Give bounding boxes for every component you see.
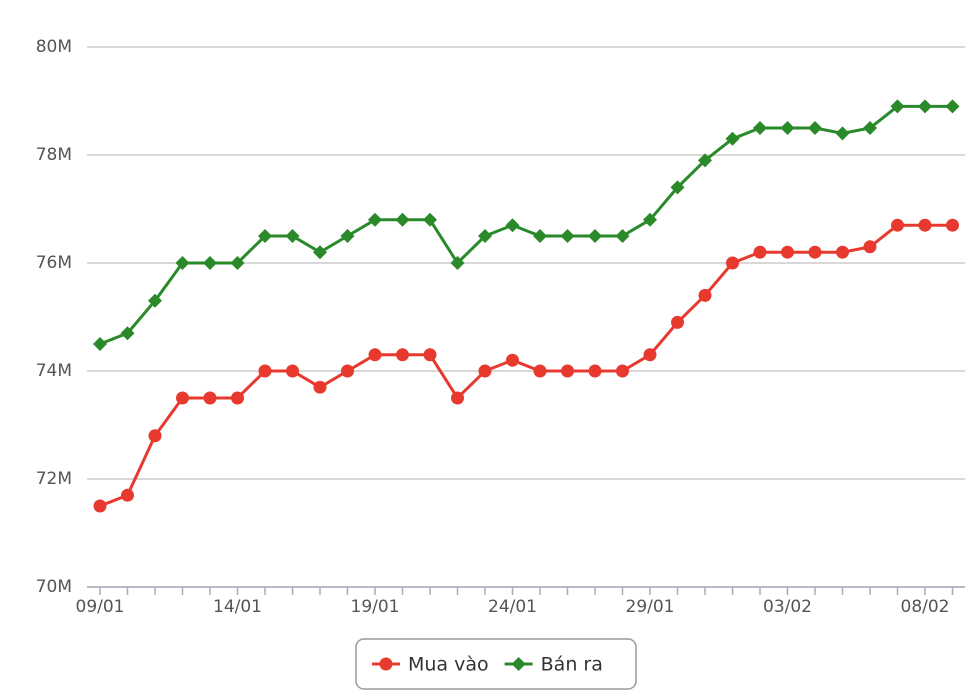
point — [341, 364, 354, 378]
point — [258, 229, 272, 243]
y-tick-label: 80M — [36, 37, 72, 57]
point — [588, 364, 602, 378]
point — [808, 121, 822, 135]
point — [918, 218, 932, 232]
point — [670, 180, 685, 195]
point — [121, 488, 134, 502]
legend-label: Mua vào — [408, 654, 489, 676]
point — [286, 364, 299, 378]
point — [93, 337, 107, 351]
point — [560, 229, 575, 243]
point — [396, 348, 409, 362]
point — [890, 99, 905, 114]
point — [423, 212, 437, 227]
x-tick-label: 09/01 — [76, 597, 125, 617]
point — [835, 126, 850, 141]
point — [451, 391, 464, 405]
point — [478, 229, 492, 243]
x-tick-label: 08/02 — [901, 597, 950, 617]
series-line — [99, 104, 953, 346]
point — [450, 256, 465, 270]
y-tick-label: 72M — [36, 469, 72, 489]
point — [93, 499, 107, 513]
point — [148, 429, 162, 443]
point — [368, 348, 382, 362]
point — [258, 364, 272, 378]
point — [753, 245, 767, 259]
point — [533, 364, 547, 378]
point — [780, 121, 795, 135]
point — [863, 121, 877, 135]
point — [505, 218, 520, 233]
point — [808, 245, 822, 259]
x-tick-label: 24/01 — [488, 597, 537, 617]
point — [616, 364, 629, 378]
point — [671, 315, 684, 329]
point — [285, 229, 300, 243]
point — [423, 348, 437, 362]
point — [230, 256, 245, 270]
point — [533, 229, 547, 243]
point — [643, 212, 657, 227]
point — [368, 212, 382, 227]
point — [340, 229, 355, 243]
point — [313, 245, 327, 260]
point — [946, 218, 959, 232]
point — [511, 657, 526, 671]
legend: Mua vào Bán ra — [372, 654, 603, 676]
point — [379, 657, 393, 671]
point — [395, 212, 410, 227]
y-tick-label: 78M — [36, 145, 72, 165]
point — [478, 364, 492, 378]
point — [753, 121, 767, 135]
x-tick-label: 14/01 — [213, 597, 262, 617]
legend-label: Bán ra — [541, 654, 603, 676]
point — [176, 391, 189, 405]
series-line — [99, 223, 953, 508]
point — [863, 240, 877, 254]
x-tick-label: 19/01 — [351, 597, 400, 617]
x-tick-label: 29/01 — [626, 597, 675, 617]
point — [698, 288, 712, 302]
point — [698, 153, 712, 168]
point — [918, 99, 932, 114]
point — [203, 391, 217, 405]
point — [588, 229, 602, 243]
legend-box — [355, 638, 637, 690]
point — [725, 131, 740, 146]
x-tick-label: 03/02 — [763, 597, 812, 617]
point — [643, 348, 657, 362]
point — [726, 256, 739, 270]
point — [891, 218, 904, 232]
point — [175, 256, 190, 270]
y-tick-label: 74M — [36, 361, 72, 381]
point — [561, 364, 574, 378]
point — [120, 326, 135, 341]
point — [506, 353, 519, 367]
y-tick-label: 76M — [36, 253, 72, 273]
point — [781, 245, 794, 259]
point — [231, 391, 244, 405]
point — [203, 256, 217, 270]
point — [945, 99, 960, 114]
y-tick-label: 70M — [36, 577, 72, 597]
point — [313, 380, 327, 394]
point — [148, 293, 162, 308]
point — [615, 229, 630, 243]
point — [836, 245, 849, 259]
